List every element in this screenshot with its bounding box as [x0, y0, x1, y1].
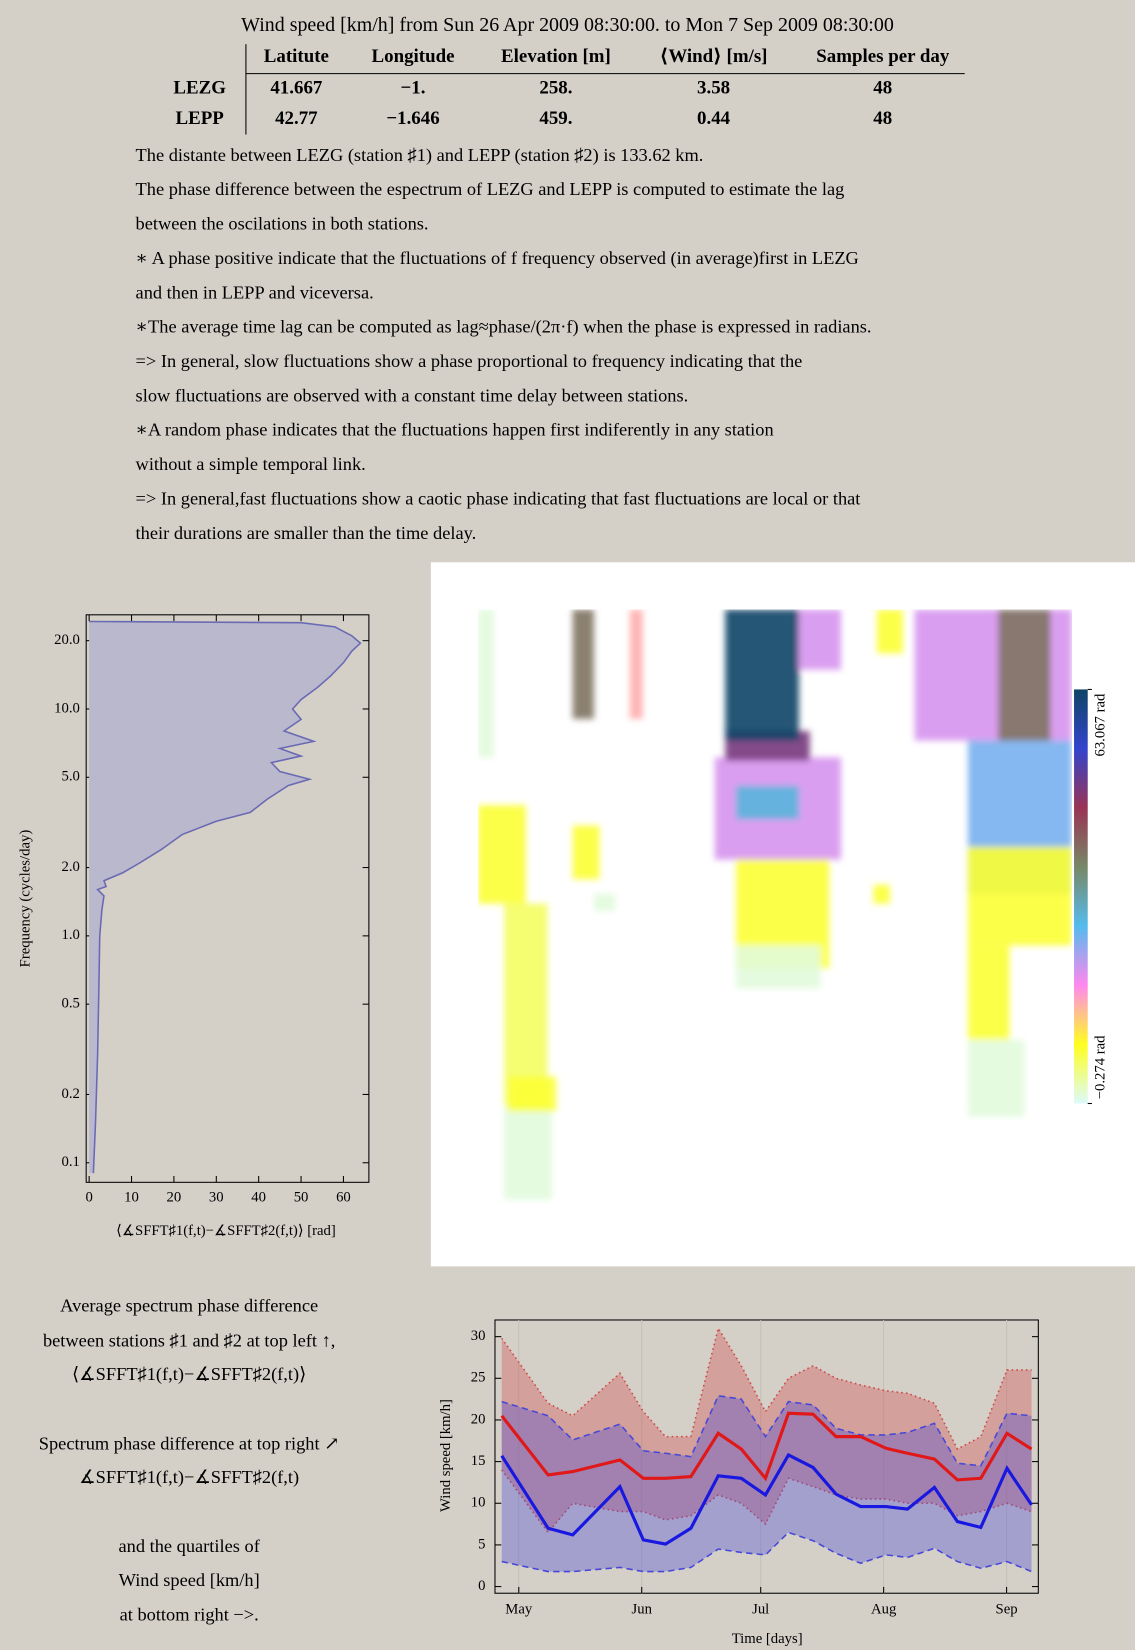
y-tick-label: 20 [471, 1411, 486, 1427]
caption-line: between stations ♯1 and ♯2 at top left ↑… [43, 1330, 335, 1350]
heatmap-cell [968, 1040, 1024, 1117]
caption-line: and the quartiles of [118, 1536, 260, 1556]
caption-line: Spectrum phase difference at top right ↗ [39, 1433, 340, 1453]
y-tick-label: 5.0 [61, 769, 79, 785]
x-axis-label: ⟨∡SFFT♯1(f,t)−∡SFFT♯2(f,t)⟩ [rad] [116, 1223, 336, 1239]
note-line: The phase difference between the espectr… [136, 179, 845, 199]
y-tick-label: 0.5 [61, 996, 79, 1012]
y-tick-label: 1.0 [61, 927, 79, 943]
table-cell: 258. [539, 78, 572, 99]
heatmap-cell [799, 610, 841, 670]
heatmap-cell [968, 847, 1072, 946]
heatmap-cell [478, 805, 526, 904]
note-line: => In general,fast fluctuations show a c… [136, 488, 861, 508]
y-tick-label: 30 [471, 1328, 486, 1344]
table-cell: 0.44 [697, 108, 731, 129]
table-cell: 459. [539, 108, 572, 129]
heatmap-cell [736, 786, 799, 819]
heatmap-cell [736, 945, 821, 988]
heatmap-cell [873, 885, 889, 904]
table-cell: 48 [873, 108, 892, 129]
colorbar-label: 63.067 rad [1093, 693, 1109, 757]
page: Wind speed [km/h] from Sun 26 Apr 2009 0… [0, 0, 1135, 1650]
y-axis-label: Wind speed [km/h] [438, 1399, 454, 1512]
y-axis-label: Frequency (cycles/day) [18, 830, 34, 968]
heatmap-cell [504, 1106, 552, 1199]
note-line: The distante between LEZG (station ♯1) a… [136, 145, 704, 166]
header-title: Wind speed [km/h] from Sun 26 Apr 2009 0… [241, 14, 894, 36]
note-line: between the oscilations in both stations… [136, 214, 429, 234]
x-tick-label: 0 [85, 1189, 92, 1205]
y-tick-label: 0.2 [61, 1086, 79, 1102]
table-header: Samples per day [816, 46, 950, 67]
row-header: LEPP [176, 108, 225, 129]
x-tick-label: 50 [294, 1189, 309, 1205]
table-cell: −1.646 [386, 108, 439, 129]
note-line: slow fluctuations are observed with a co… [136, 385, 689, 405]
y-tick-label: 10 [471, 1495, 486, 1511]
y-tick-label: 0 [478, 1578, 485, 1594]
heatmap-cell [877, 610, 903, 654]
x-tick-label: May [505, 1601, 533, 1617]
table-header: ⟨Wind⟩ [m/s] [660, 46, 768, 67]
heatmap-cell [630, 610, 643, 719]
caption-line: Average spectrum phase difference [60, 1296, 318, 1316]
table-header: Latitute [264, 46, 329, 67]
note-line: => In general, slow fluctuations show a … [136, 351, 803, 371]
y-tick-label: 10.0 [54, 700, 80, 716]
table-cell: 3.58 [697, 78, 730, 99]
x-tick-label: 60 [336, 1189, 351, 1205]
y-tick-label: 0.1 [61, 1154, 79, 1170]
x-tick-label: Sep [996, 1601, 1018, 1617]
note-line: ∗ A phase positive indicate that the flu… [136, 248, 859, 269]
heatmap-cell [573, 826, 600, 880]
heatmap-cell [573, 610, 594, 719]
note-line: ∗The average time lag can be computed as… [136, 317, 872, 338]
caption-line: ∡SFFT♯1(f,t)−∡SFFT♯2(f,t) [79, 1467, 299, 1488]
table-cell: 41.667 [270, 78, 322, 99]
y-tick-label: 15 [471, 1453, 486, 1469]
caption-line: at bottom right −>. [120, 1605, 259, 1625]
caption-line: Wind speed [km/h] [119, 1570, 260, 1590]
x-tick-label: Jun [632, 1601, 653, 1617]
table-cell: 48 [873, 78, 892, 99]
table-header: Elevation [m] [501, 46, 611, 67]
heatmap-cell [998, 610, 1050, 741]
table-cell: 42.77 [275, 108, 318, 129]
heatmap-cell [509, 1077, 557, 1112]
heatmap-cell [478, 610, 494, 758]
heatmap-cell [594, 894, 615, 911]
note-line: without a simple temporal link. [136, 454, 366, 474]
x-tick-label: 10 [124, 1189, 139, 1205]
x-tick-label: Jul [752, 1601, 769, 1617]
x-axis-label: Time [days] [732, 1631, 803, 1647]
row-header: LEZG [173, 78, 226, 99]
note-line: ∗A random phase indicates that the fluct… [136, 420, 774, 440]
y-tick-label: 20.0 [54, 632, 80, 648]
y-tick-label: 25 [471, 1370, 486, 1386]
note-line: their durations are smaller than the tim… [136, 523, 477, 543]
x-tick-label: 30 [209, 1189, 224, 1205]
heatmap-cell [504, 904, 547, 1107]
note-line: and then in LEPP and viceversa. [136, 282, 374, 302]
caption-line: ⟨∡SFFT♯1(f,t)−∡SFFT♯2(f,t)⟩ [72, 1364, 306, 1385]
table-header: Longitude [372, 46, 455, 67]
x-tick-label: 40 [251, 1189, 266, 1205]
colorbar [1074, 689, 1088, 1103]
table-cell: −1. [401, 78, 426, 99]
x-tick-label: Aug [871, 1601, 897, 1617]
y-tick-label: 5 [478, 1536, 485, 1552]
y-tick-label: 2.0 [61, 859, 79, 875]
heatmap-cell [968, 945, 1010, 1039]
heatmap-cell [725, 610, 799, 741]
colorbar-label: −0.274 rad [1093, 1035, 1109, 1099]
x-tick-label: 20 [167, 1189, 182, 1205]
